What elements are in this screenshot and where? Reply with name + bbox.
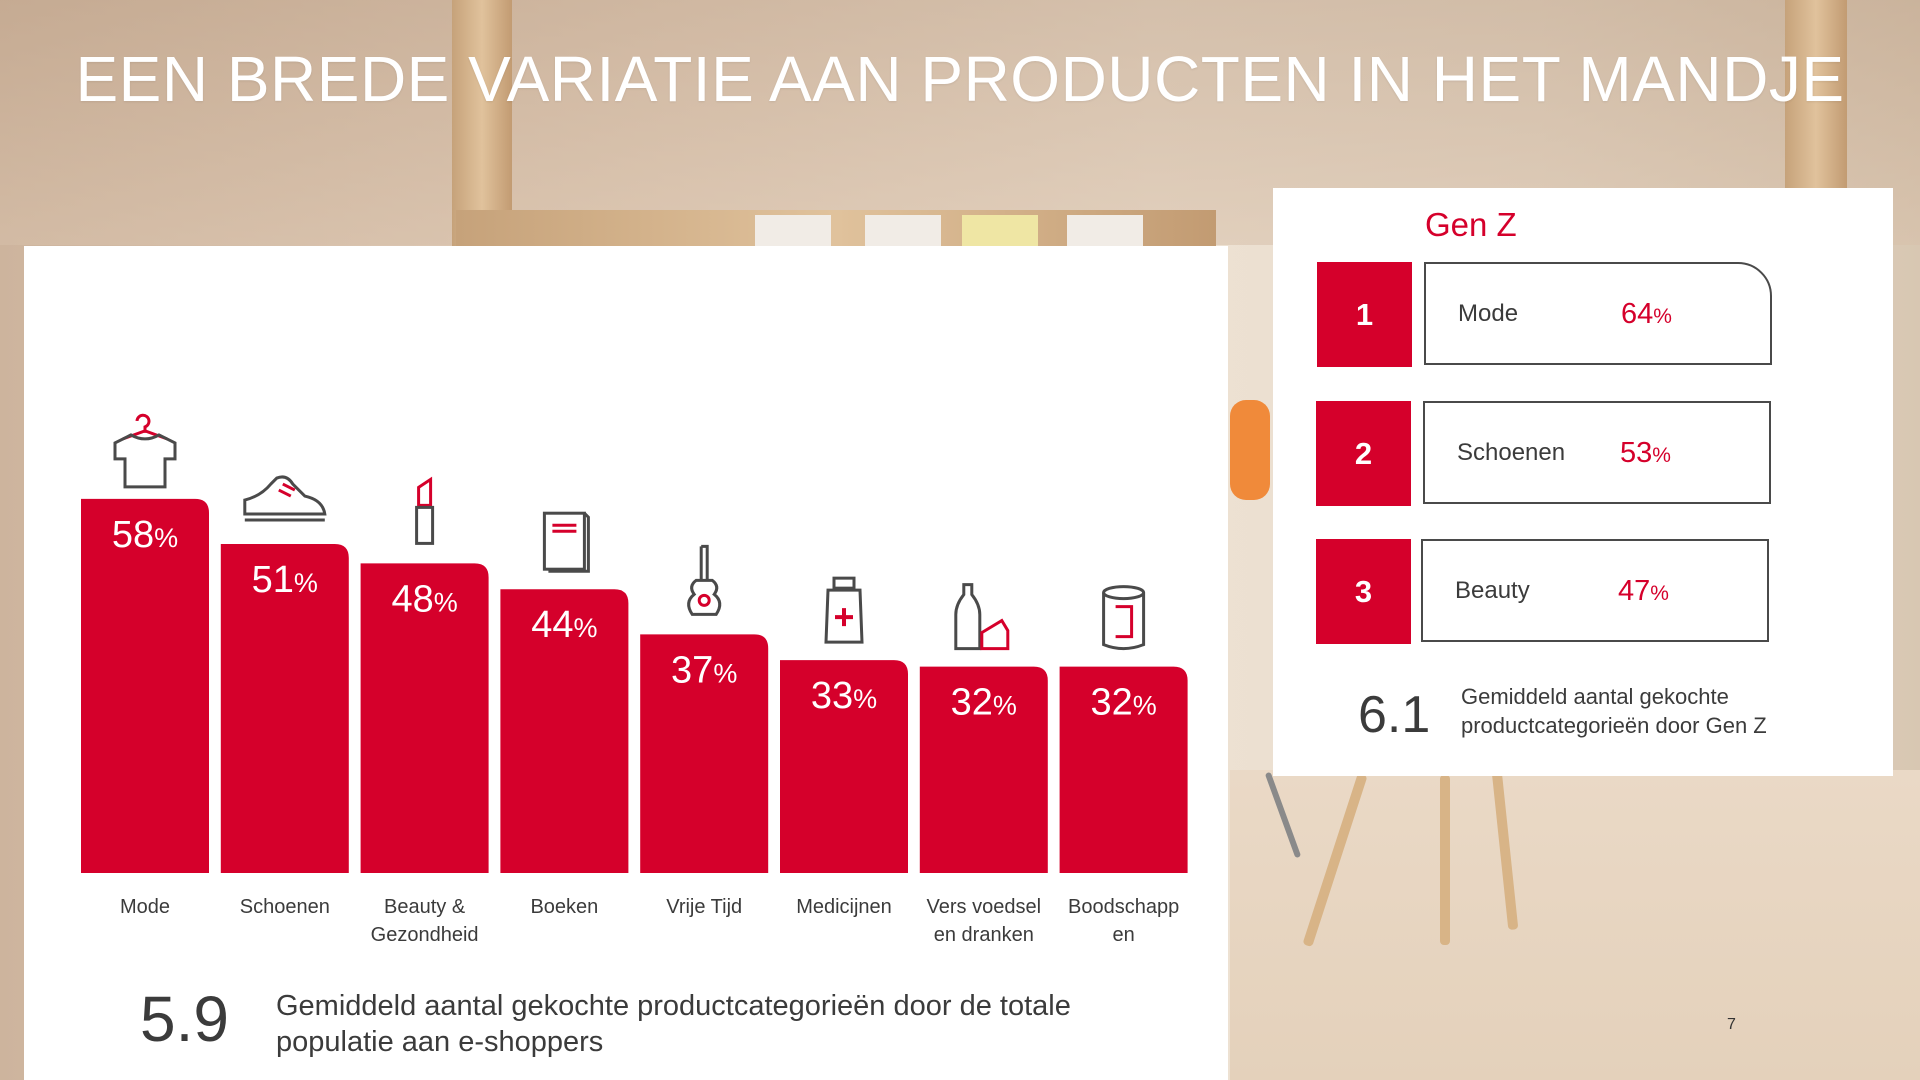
chart-value-unit: % [574,613,598,643]
genz-rank-badge: 1 [1317,262,1412,367]
chart-value-unit: % [154,523,178,553]
chart-category-label-line: Schoenen [240,896,330,918]
chart-bar [500,589,629,873]
chart-bar [780,660,908,873]
chart-category-label-line: Beauty & [384,896,466,918]
average-total-value: 5.9 [140,983,229,1055]
chart-value-unit: % [1133,691,1157,721]
genz-rank-value: 53 [1620,437,1653,469]
background-chair-leg [1440,775,1450,945]
chart-category-label: Boeken [530,896,598,918]
book-icon [542,511,590,573]
chart-value-label: 32% [951,682,1017,724]
genz-rank-name: Mode [1458,300,1519,327]
chart-category-label: Vers voedsel en dranken [927,896,1042,946]
chart-value-number: 32 [1090,682,1132,724]
chart-value-number: 58 [112,514,154,556]
chart-value-label: 32% [1090,682,1156,724]
chart-category-label: Mode [120,896,170,918]
chart-category-label-line: Gezondheid [371,924,479,946]
chart-value-label: 51% [252,559,318,601]
chart-bar [640,634,769,873]
chart-value-number: 48 [391,578,433,620]
chart-value-unit: % [294,568,318,598]
bar-chart: 58% Mode 51% Schoenen 48% Beauty & Gezondheid 4… [81,413,1188,946]
chart-value-unit: % [434,587,458,617]
genz-rank-unit: % [1652,444,1671,467]
genz-rank-unit: % [1650,582,1669,605]
chart-bar [360,563,489,873]
lipstick-icon [415,476,435,545]
background-beam-left [452,0,512,250]
background-floor [1230,770,1920,1080]
chart-panel: 58% Mode 51% Schoenen 48% Beauty & Gezondheid 4… [24,246,1228,1080]
chart-value-label: 58% [112,514,178,556]
sneaker-icon [243,475,327,522]
can-icon [1102,585,1146,651]
chart-value-number: 33 [811,675,853,717]
genz-rank-card: Mode 64% [1424,262,1772,365]
genz-rank-value: 64 [1621,298,1654,330]
guitar-icon [687,544,722,616]
chart-value-number: 44 [531,604,573,646]
page-number: 7 [1727,1016,1736,1033]
medicine-bottle-icon [824,576,864,644]
chart-category-label: Boodschapp en [1068,896,1179,946]
chart-bar [220,544,349,873]
chart-value-label: 33% [811,675,877,717]
genz-rank-name: Beauty [1455,577,1530,604]
genz-rank-percentage: 53% [1620,437,1671,470]
genz-rank-name: Schoenen [1457,439,1566,466]
chart-category-label: Vrije Tijd [666,896,742,918]
average-genz-value: 6.1 [1358,686,1431,744]
chart-category-label-line: Medicijnen [796,896,892,918]
chart-value-unit: % [853,684,877,714]
chart-value-number: 32 [951,682,993,724]
chart-category-label: Medicijnen [796,896,892,918]
chart-bar [919,666,1048,873]
genz-rank-card: Schoenen 53% [1423,401,1771,504]
tshirt-hanger-icon [113,413,177,489]
chart-value-label: 44% [531,604,597,646]
chart-category-label: Schoenen [240,896,330,918]
genz-rank-badge: 2 [1316,401,1411,506]
chart-category-label-line: Vrije Tijd [666,896,742,918]
chart-category-label-line: Boodschapp [1068,896,1179,918]
genz-rank-percentage: 64% [1621,298,1672,331]
background-paper [865,215,941,249]
background-paper [1067,215,1143,249]
chart-bar [1059,666,1188,873]
genz-rank-unit: % [1653,305,1672,328]
bottle-cheese-icon [954,583,1010,651]
chart-category-label-line: Mode [120,896,170,918]
background-paper [962,215,1038,249]
genz-rank-value: 47 [1618,575,1651,607]
background-paper [755,215,831,249]
average-genz-text: Gemiddeld aantal gekochte productcategor… [1461,684,1767,738]
chart-category-label: Beauty & Gezondheid [371,896,479,946]
chart-category-label-line: Vers voedsel [927,896,1042,918]
background-person [1230,400,1270,500]
genz-rank-percentage: 47% [1618,575,1669,608]
chart-value-number: 51 [252,559,294,601]
chart-category-label-line: en [1112,924,1134,946]
chart-category-label-line: en dranken [934,924,1034,946]
chart-value-unit: % [993,691,1017,721]
genz-rank-card: Beauty 47% [1421,539,1769,642]
chart-bar [81,498,209,873]
chart-value-label: 37% [671,649,737,691]
chart-value-number: 37 [671,649,713,691]
genz-rank-badge: 3 [1316,539,1411,644]
chart-category-label-line: Boeken [530,896,598,918]
average-total-text: Gemiddeld aantal gekochte productcategor… [276,990,1071,1058]
genz-title: Gen Z [1425,206,1517,243]
page-title: EEN BREDE VARIATIE AAN PRODUCTEN IN HET … [75,43,1845,115]
chart-value-label: 48% [391,578,457,620]
chart-value-unit: % [713,658,737,688]
